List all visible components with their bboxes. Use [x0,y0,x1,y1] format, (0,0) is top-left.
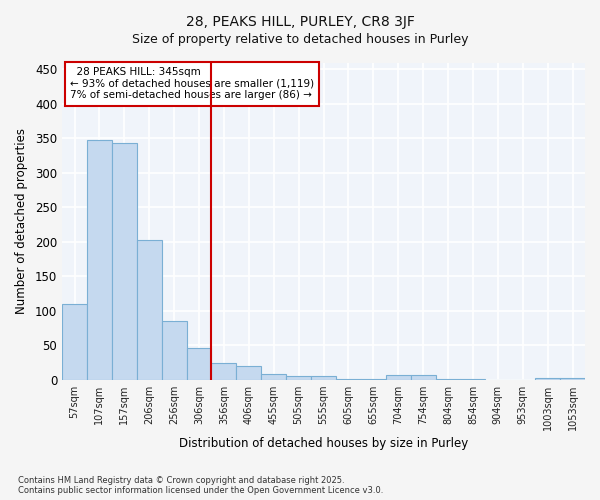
Text: 28 PEAKS HILL: 345sqm  
← 93% of detached houses are smaller (1,119)
7% of semi-: 28 PEAKS HILL: 345sqm ← 93% of detached … [70,68,314,100]
X-axis label: Distribution of detached houses by size in Purley: Distribution of detached houses by size … [179,437,468,450]
Bar [211,362,236,380]
Bar [311,376,336,380]
Bar [236,366,261,380]
Bar [137,240,161,380]
Text: Contains HM Land Registry data © Crown copyright and database right 2025.
Contai: Contains HM Land Registry data © Crown c… [18,476,383,495]
Text: 28, PEAKS HILL, PURLEY, CR8 3JF: 28, PEAKS HILL, PURLEY, CR8 3JF [185,15,415,29]
Bar [62,304,87,380]
Bar [336,379,361,380]
Text: Size of property relative to detached houses in Purley: Size of property relative to detached ho… [132,32,468,46]
Bar [161,321,187,380]
Bar [535,378,560,380]
Bar [410,375,436,380]
Bar [386,375,410,380]
Bar [187,348,211,380]
Bar [460,379,485,380]
Bar [436,379,460,380]
Bar [560,378,585,380]
Y-axis label: Number of detached properties: Number of detached properties [15,128,28,314]
Bar [361,379,386,380]
Bar [261,374,286,380]
Bar [112,143,137,380]
Bar [286,376,311,380]
Bar [87,140,112,380]
